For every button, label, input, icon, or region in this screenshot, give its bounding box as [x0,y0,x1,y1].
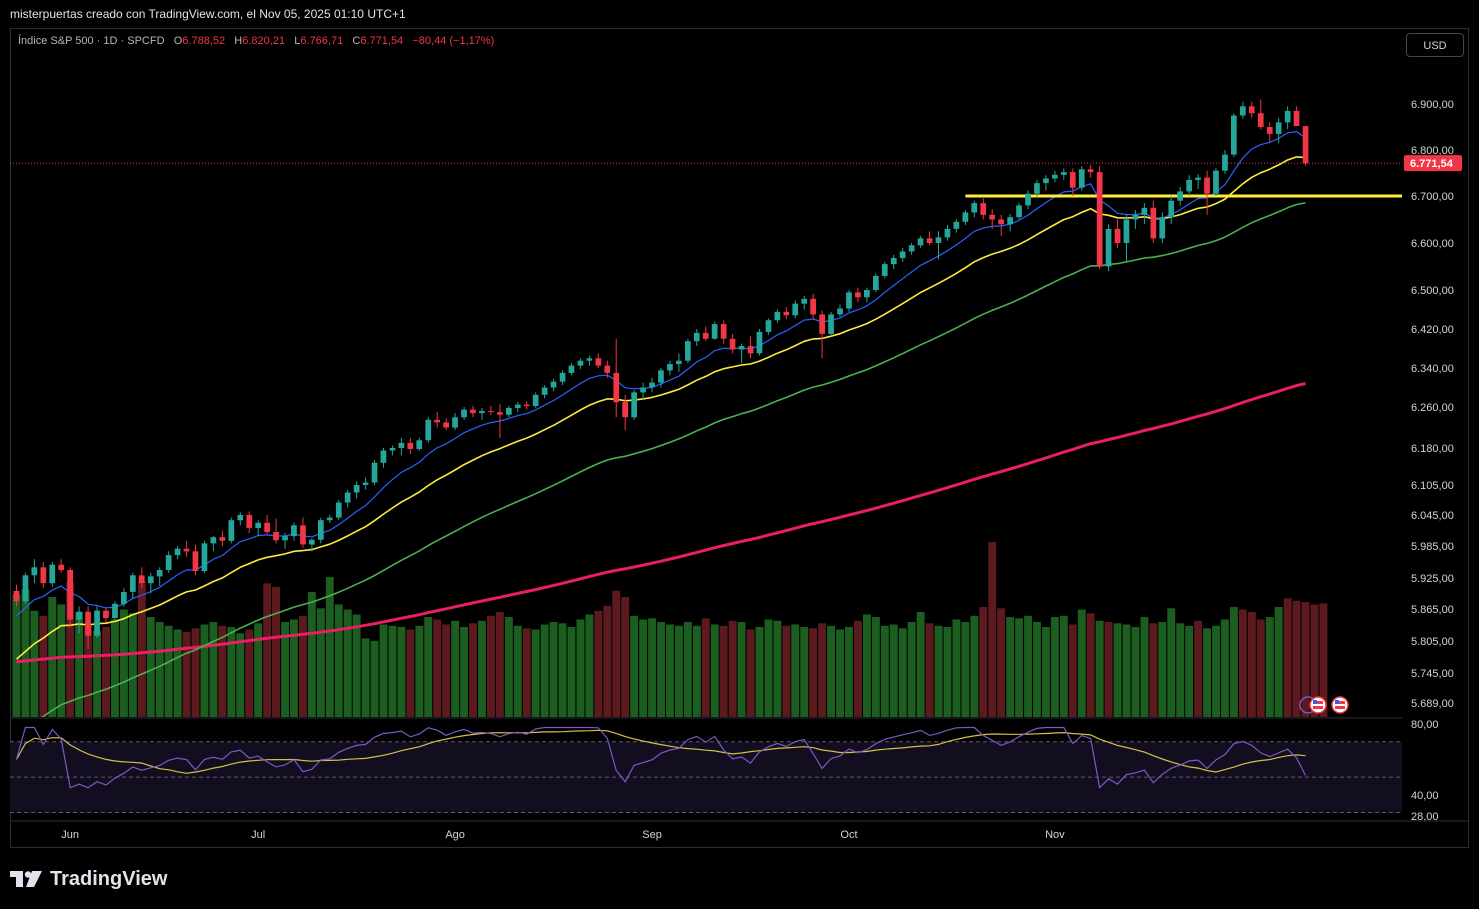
currency-button[interactable]: USD [1406,33,1464,57]
brand-name: TradingView [50,867,168,890]
close-value: 6.771,54 [360,35,404,47]
symbol-legend: Índice S&P 500 · 1D · SPCFD O6.788,52 H6… [18,35,494,47]
open-label: O [173,35,183,47]
high-value: 6.820,21 [242,35,286,47]
low-value: 6.766,71 [300,35,344,47]
close-label: C [352,35,361,47]
chart-caption: misterpuertas creado con TradingView.com… [10,7,406,21]
chart-frame [10,28,1469,848]
tradingview-logo[interactable]: TradingView [10,866,167,892]
change-value: −80,44 (−1,17%) [412,35,495,47]
low-label: L [294,35,301,47]
open-value: 6.788,52 [182,35,226,47]
tradingview-logo-icon [10,871,42,887]
high-label: H [234,35,243,47]
symbol-name[interactable]: Índice S&P 500 · 1D · SPCFD [18,35,165,47]
